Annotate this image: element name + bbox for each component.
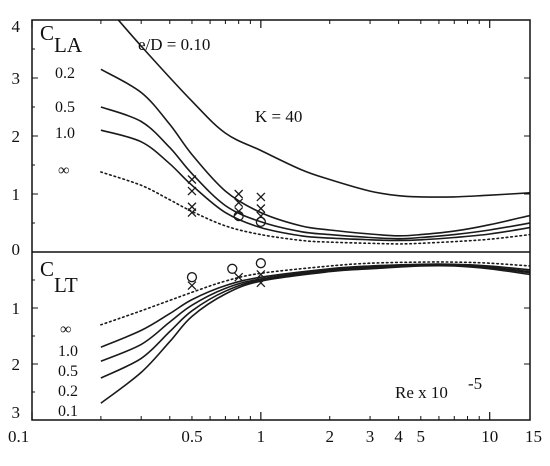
lower-marker-cross-b-5	[256, 269, 266, 279]
upper-marker-circle-11	[255, 216, 267, 227]
markers-layer	[186, 175, 267, 291]
x-tick-label-8: 15	[525, 427, 542, 446]
upper-marker-cross-8	[256, 192, 266, 202]
lower-series-0	[100, 261, 530, 326]
upper-y-tick-label-1: 1	[12, 185, 21, 204]
upper-series-2	[100, 106, 530, 240]
x-tick-label-5: 4	[394, 427, 403, 446]
upper-marker-cross-5	[234, 198, 244, 208]
lower-series-1	[100, 263, 530, 348]
lower-y-tick-label-2: 3	[12, 403, 21, 422]
lower-marker-circle-0	[186, 272, 198, 283]
upper-series-0	[117, 20, 530, 198]
x-tick-label-3: 2	[325, 427, 334, 446]
upper-symbol: C	[40, 21, 54, 45]
upper-curve-label-0: 0.2	[55, 65, 75, 82]
x-tick-label-1: 0.5	[181, 427, 202, 446]
upper-marker-cross-4	[234, 189, 244, 199]
lower-curve-label-4: 0.1	[58, 403, 78, 420]
plot-frame	[31, 19, 531, 421]
upper-marker-cross-1	[187, 186, 197, 196]
x-tick-label-2: 1	[257, 427, 266, 446]
lower-marker-cross-1	[187, 281, 197, 291]
lower-symbol-sub: LT	[54, 273, 78, 297]
x-tick-label-4: 3	[366, 427, 375, 446]
upper-curve-label-3: ∞	[58, 162, 69, 179]
lower-y-tick-label-0: 1	[12, 299, 21, 318]
upper-marker-circle-7	[233, 210, 244, 222]
lower-marker-cross-6	[256, 278, 266, 288]
lower-annotation-re-exp: -5	[468, 374, 482, 393]
upper-marker-cross-b-1	[187, 186, 197, 196]
lower-curve-label-3: 0.2	[58, 383, 78, 400]
upper-marker-cross-b-5	[234, 198, 244, 208]
lower-symbol: C	[40, 257, 54, 281]
upper-series-3	[100, 129, 530, 242]
upper-series-4	[100, 171, 530, 245]
lower-curve-label-1: 1.0	[58, 343, 78, 360]
upper-marker-cross-b-9	[256, 204, 266, 213]
lower-marker-cross-b-3	[234, 272, 244, 282]
axes-box	[31, 19, 531, 421]
upper-y-tick-label-3: 3	[12, 69, 21, 88]
upper-annotation-k: K = 40	[255, 107, 302, 126]
upper-marker-cross-b-3	[187, 208, 197, 218]
upper-y-tick-label-0: 0	[12, 240, 21, 259]
lower-marker-circle-4	[255, 258, 267, 269]
curves-layer	[100, 20, 530, 404]
upper-marker-cross-3	[187, 208, 197, 218]
upper-curve-label-1: 0.5	[55, 99, 75, 116]
upper-symbol-sub: LA	[54, 33, 83, 57]
lower-curve-label-2: 0.5	[58, 363, 78, 380]
lower-series-4	[100, 264, 530, 404]
upper-series-1	[100, 68, 530, 237]
lower-marker-cross-b-6	[256, 278, 266, 288]
x-tick-label-0: 0.1	[8, 427, 29, 446]
upper-marker-cross-b-4	[234, 189, 244, 199]
upper-marker-cross-9	[256, 204, 266, 213]
x-tick-label-6: 5	[417, 427, 426, 446]
upper-marker-cross-0	[187, 175, 197, 184]
lower-marker-cross-5	[256, 269, 266, 279]
lower-marker-circle-2	[227, 263, 238, 274]
upper-annotation-ratio: e/D = 0.10	[138, 35, 210, 54]
upper-y-tick-label-4: 4	[12, 17, 21, 36]
upper-y-tick-label-2: 2	[12, 127, 21, 146]
upper-marker-cross-b-8	[256, 192, 266, 202]
lower-curve-label-0: ∞	[60, 321, 71, 338]
upper-curve-label-2: 1.0	[55, 125, 75, 142]
lower-marker-cross-b-1	[187, 281, 197, 291]
lower-annotation-re: Re x 10	[395, 383, 448, 402]
upper-marker-cross-b-0	[187, 175, 197, 184]
lower-series-3	[100, 264, 530, 379]
x-tick-label-7: 10	[481, 427, 498, 446]
lower-y-tick-label-1: 2	[12, 355, 21, 374]
lower-marker-cross-3	[234, 272, 244, 282]
